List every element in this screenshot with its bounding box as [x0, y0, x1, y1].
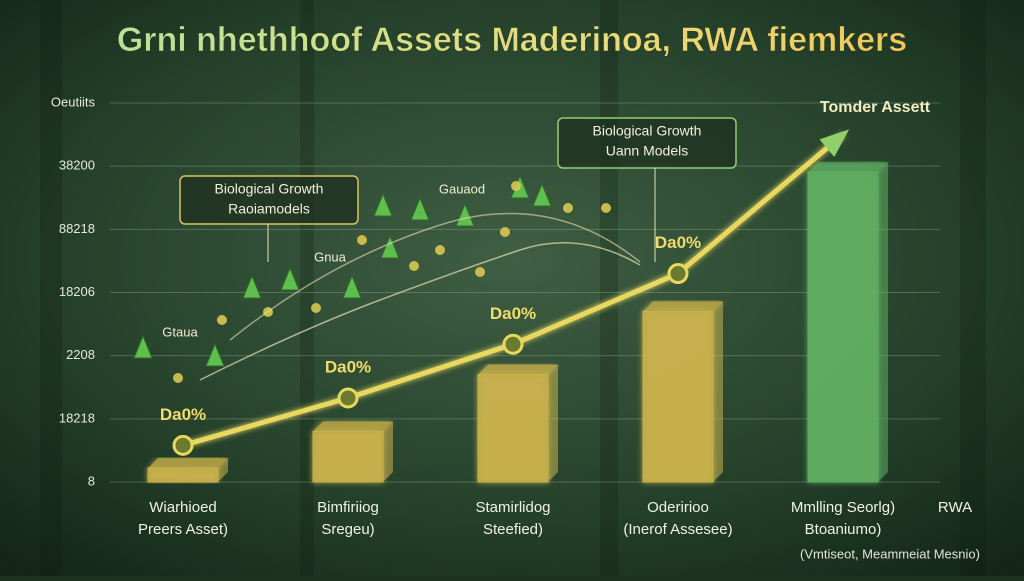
tree-icon [242, 274, 262, 299]
bar [807, 171, 879, 483]
forest-label: Gnua [314, 249, 347, 264]
bar-top [313, 421, 393, 432]
bar-side [218, 458, 228, 482]
sprout-icon [475, 267, 485, 277]
legend-label: Tomder Assett [820, 99, 931, 116]
y-tick-label: 18206 [59, 284, 95, 299]
bar-top [643, 301, 723, 312]
sprout-icon [435, 245, 445, 255]
callout-text: Biological Growth [593, 123, 702, 139]
x-tick-label: Oderirioo (Inerof Assesee) [623, 499, 732, 538]
x-tick-label: Bimfiriiog Sregeu) [317, 499, 379, 538]
x-axis-label: RWA [938, 499, 972, 516]
bar [642, 310, 714, 483]
bar-side [383, 421, 393, 482]
bar-side [878, 162, 888, 482]
tree-icon [280, 266, 300, 291]
sprout-icon [601, 203, 611, 213]
bar-top [808, 162, 888, 173]
y-tick-label: 8 [88, 473, 95, 488]
sprout-icon [500, 227, 510, 237]
sprout-icon [357, 235, 367, 245]
bar-top [148, 458, 228, 469]
bar [312, 430, 384, 483]
tree-icon [205, 342, 225, 367]
tree-trunks [40, 0, 986, 576]
bar [477, 374, 549, 483]
arrow-head [819, 129, 850, 157]
x-tick-label: Mmlling Seorlg) Btoaniumo) [791, 499, 895, 538]
y-tick-label: 88218 [59, 221, 95, 236]
point-annotation: Da0% [655, 233, 701, 252]
growth-curve [229, 212, 641, 341]
point-annotation: Da0% [160, 405, 206, 424]
callout-text: Raoiamodels [228, 201, 310, 217]
callout-box [557, 117, 737, 169]
sprout-icon [511, 181, 521, 191]
point-annotation: Da0% [490, 304, 536, 323]
chart-title: Grni nhethhoof Assets Maderinoa, RWA fie… [117, 21, 907, 59]
bar-top [478, 364, 558, 375]
tree-icon [373, 192, 393, 217]
line-point [337, 387, 359, 409]
line-point [502, 333, 524, 355]
y-tick-label: 18218 [59, 410, 95, 425]
line-point [667, 263, 689, 285]
tree-icon [380, 234, 400, 259]
tree-icon [342, 274, 362, 299]
sprout-icon [563, 203, 573, 213]
x-tick-label: Stamirlidog Steefied) [475, 499, 550, 538]
forest-label: Gtaua [162, 324, 198, 339]
forest-label: Gauaod [439, 181, 485, 196]
callout-text: Uann Models [606, 143, 689, 159]
sprout-icon [173, 373, 183, 383]
tree-icon [410, 196, 430, 221]
sprout-icon [311, 303, 321, 313]
x-axis-note: (Vmtiseot, Meammeiat Mesnio) [800, 546, 980, 561]
callout-text: Biological Growth [215, 181, 324, 197]
tree-icon [532, 182, 552, 207]
bar [147, 467, 219, 483]
y-tick-label: Oeutiits [51, 94, 96, 109]
sprout-icon [217, 315, 227, 325]
y-tick-label: 38200 [59, 158, 95, 173]
tree-icon [133, 334, 153, 359]
tree-icon [455, 202, 475, 227]
y-tick-label: 2208 [66, 347, 95, 362]
line-point [172, 434, 194, 456]
bar-side [548, 364, 558, 482]
bar-side [713, 301, 723, 482]
growth-curve [199, 242, 641, 381]
sprout-icon [409, 261, 419, 271]
point-annotation: Da0% [325, 357, 371, 376]
x-tick-label: Wiarhioed Preers Asset) [138, 499, 228, 538]
callout-box [179, 175, 359, 225]
